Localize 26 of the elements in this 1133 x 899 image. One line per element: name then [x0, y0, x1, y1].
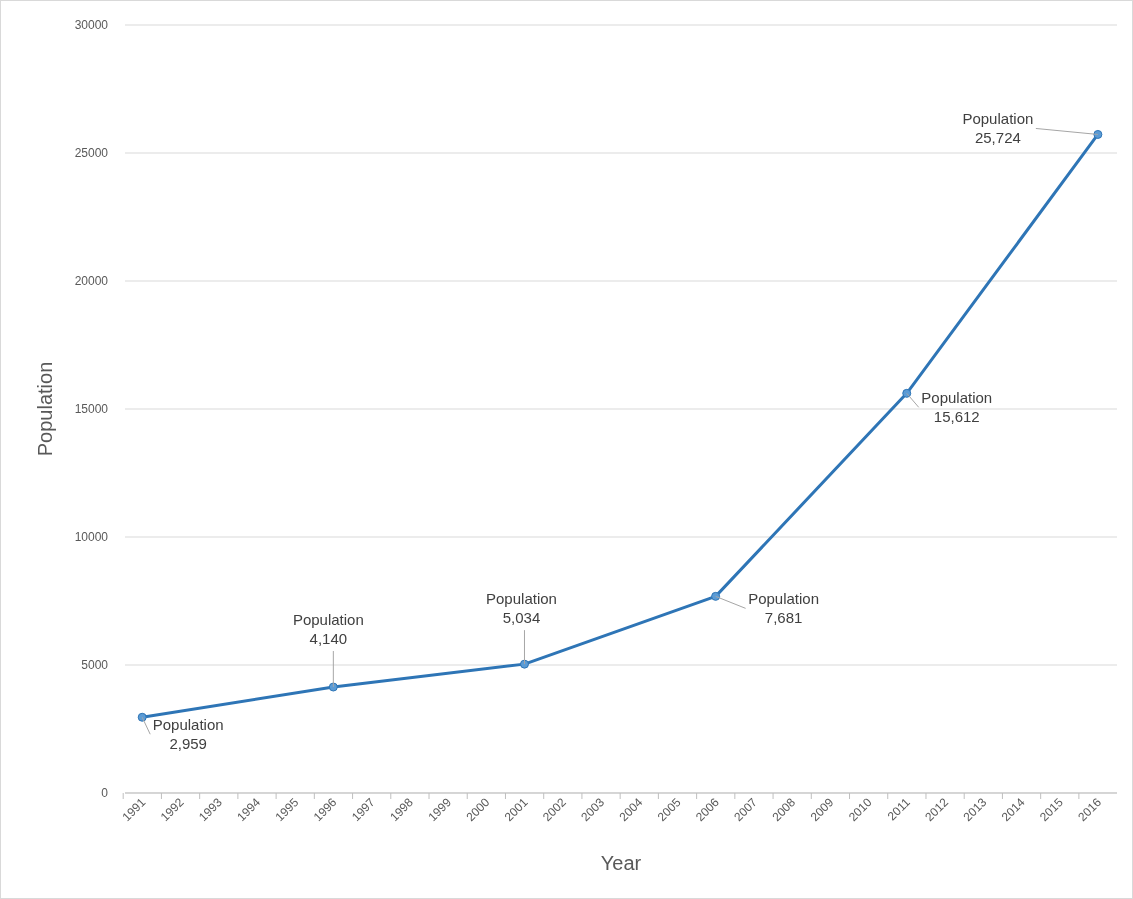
data-label: 15,612: [933, 408, 980, 426]
point: [519, 659, 529, 669]
data-label: 5,034: [502, 609, 541, 627]
text: Population: [962, 110, 1034, 128]
text: Population: [486, 590, 557, 608]
data-label: 2,959: [169, 735, 207, 753]
y-tick-label: 20000: [74, 274, 109, 288]
point: [137, 712, 147, 722]
point: [902, 388, 912, 398]
point: [711, 591, 721, 601]
data-label: 4,140: [309, 630, 348, 648]
y-tick-label: 0: [101, 786, 109, 800]
y-tick-label: 25000: [74, 146, 109, 160]
y-axis-title: Population: [34, 361, 56, 457]
y-tick-label: 30000: [74, 18, 109, 32]
y-tick-label: 10000: [74, 530, 109, 544]
text: Population: [748, 590, 820, 608]
x-axis-title: Year: [600, 852, 642, 874]
y-tick-label: 5000: [81, 658, 109, 672]
data-label: 7,681: [764, 609, 803, 627]
text: Population: [921, 389, 993, 407]
point: [328, 682, 338, 692]
y-tick-label: 15000: [74, 402, 109, 416]
text: Population: [292, 611, 364, 629]
series-label: Population: [152, 716, 224, 734]
data-label: 25,724: [974, 129, 1021, 147]
